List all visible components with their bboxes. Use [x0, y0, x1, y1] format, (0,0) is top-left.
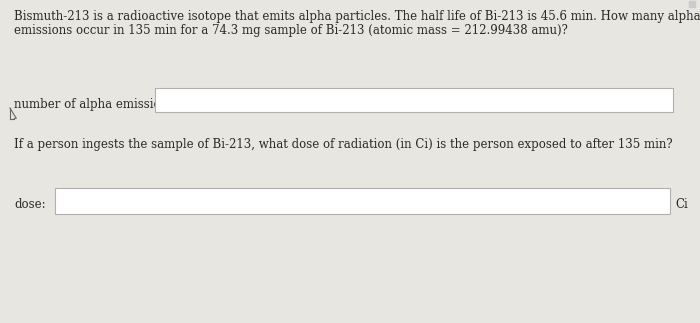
FancyBboxPatch shape	[55, 188, 670, 214]
Text: dose:: dose:	[14, 198, 46, 211]
Text: Ci: Ci	[675, 198, 687, 211]
Text: Bismuth-213 is a radioactive isotope that emits alpha particles. The half life o: Bismuth-213 is a radioactive isotope tha…	[14, 10, 700, 23]
Text: number of alpha emissions:: number of alpha emissions:	[14, 98, 178, 111]
Text: If a person ingests the sample of Bi-213, what dose of radiation (in Ci) is the : If a person ingests the sample of Bi-213…	[14, 138, 673, 151]
Text: emissions occur in 135 min for a 74.3 mg sample of Bi-213 (atomic mass = 212.994: emissions occur in 135 min for a 74.3 mg…	[14, 24, 568, 37]
FancyBboxPatch shape	[155, 88, 673, 112]
